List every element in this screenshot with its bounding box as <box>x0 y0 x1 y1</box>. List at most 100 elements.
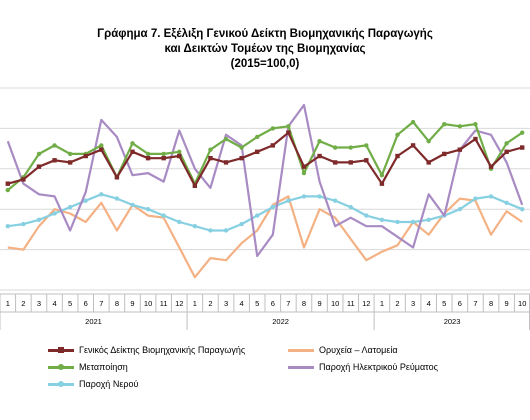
series-line-3 <box>6 103 524 258</box>
series-0-point <box>145 155 151 161</box>
series-0-point <box>255 149 260 154</box>
series-4-point <box>255 213 260 218</box>
series-0-point <box>114 175 120 180</box>
chart-title-line-1: Γράφημα 7. Εξέλιξη Γενικού Δείκτη Βιομηχ… <box>97 28 433 40</box>
x-tick-label: 7 <box>99 299 103 308</box>
series-4-point <box>332 198 338 203</box>
series-0-point <box>21 177 26 182</box>
series-4-point <box>286 198 291 203</box>
chart-title-line-2: και Δεικτών Τομέων της Βιομηχανίας <box>164 43 366 55</box>
series-4-point <box>301 194 307 199</box>
x-tick-label: 8 <box>115 299 119 308</box>
year-label-0: 2021 <box>85 317 102 326</box>
series-2-point <box>286 124 291 129</box>
series-2-point <box>426 138 431 144</box>
series-line-1 <box>7 195 523 279</box>
series-0-point <box>410 143 416 148</box>
series-0-point <box>520 145 525 150</box>
series-4-point <box>130 202 135 208</box>
series-2-point <box>270 126 275 131</box>
series-4-point <box>410 219 416 225</box>
series-2-point <box>520 130 525 135</box>
x-tick-label: 12 <box>362 299 370 308</box>
x-tick-label: 6 <box>458 299 462 308</box>
series-0-point <box>504 149 509 154</box>
series-0-point <box>457 147 463 152</box>
series-4-point <box>21 221 26 227</box>
series-2-point <box>379 172 385 178</box>
x-tick-label: 4 <box>240 299 244 308</box>
series-0-point <box>317 153 322 159</box>
series-0-point <box>348 160 353 165</box>
series-4-point <box>99 192 104 197</box>
x-tick-label: 11 <box>347 299 355 308</box>
x-tick-label: 1 <box>193 299 197 308</box>
x-tick-label: 8 <box>302 299 306 308</box>
series-line-2 <box>7 120 523 191</box>
series-4-point <box>5 224 10 229</box>
series-4-point <box>67 204 73 210</box>
series-4-point <box>145 207 151 212</box>
series-4-point <box>270 204 275 210</box>
series-2-point <box>364 143 369 148</box>
series-4-point <box>504 200 509 206</box>
x-tick-label: 9 <box>505 299 509 308</box>
series-0-point <box>395 153 400 159</box>
series-4-point <box>239 221 244 227</box>
x-tick-label: 2 <box>21 299 25 308</box>
series-2-point <box>130 141 135 146</box>
x-tick-label: 12 <box>175 299 183 308</box>
series-4-point <box>177 219 182 225</box>
x-tick-label: 3 <box>37 299 41 308</box>
x-tick-label: 2 <box>208 299 212 308</box>
series-0-point <box>426 160 431 165</box>
x-tick-label: 7 <box>286 299 290 308</box>
series-0-point <box>52 158 57 163</box>
series-4-point <box>114 196 120 201</box>
series-2-point <box>348 145 353 150</box>
series-2-point <box>161 151 166 157</box>
x-tick-label: 7 <box>473 299 477 308</box>
series-2-point <box>410 119 416 125</box>
series-2-point <box>332 145 338 150</box>
series-0-point <box>488 164 494 169</box>
series-2-point <box>504 141 509 146</box>
series-0-point <box>5 181 10 186</box>
series-line-0 <box>7 131 523 187</box>
series-4-point <box>395 219 400 225</box>
series-0-point <box>99 147 104 152</box>
series-0-point <box>208 155 213 161</box>
x-tick-label: 3 <box>411 299 415 308</box>
series-0-point <box>442 151 447 157</box>
series-0-point <box>239 155 244 161</box>
year-label-1: 2022 <box>272 317 289 326</box>
chart-title-line-3: (2015=100,0) <box>230 58 300 70</box>
series-2-point <box>317 138 322 144</box>
series-4-point <box>473 196 478 201</box>
series-2-point <box>208 147 213 152</box>
series-4-point <box>348 204 353 210</box>
series-0-point <box>270 143 275 148</box>
series-2-point <box>301 170 307 176</box>
x-tick-label: 4 <box>52 299 56 308</box>
series-4-point <box>364 213 369 218</box>
series-4-point <box>192 224 198 229</box>
series-4-point <box>83 198 88 203</box>
series-0-point <box>67 160 73 165</box>
series-0-point <box>473 136 478 142</box>
series-0-point <box>177 153 182 159</box>
series-4-point <box>36 217 42 223</box>
series-0-point <box>286 130 291 135</box>
series-2-point <box>442 121 447 127</box>
series-2-point <box>473 121 478 127</box>
series-0-point <box>192 183 198 189</box>
series-0-point <box>364 158 369 163</box>
series-line-4 <box>7 193 523 232</box>
series-4-point <box>426 217 431 223</box>
series-0-point <box>161 155 166 161</box>
x-tick-label: 5 <box>255 299 259 308</box>
x-tick-label: 10 <box>144 299 152 308</box>
x-tick-label: 9 <box>130 299 134 308</box>
series-2-point <box>223 136 229 142</box>
